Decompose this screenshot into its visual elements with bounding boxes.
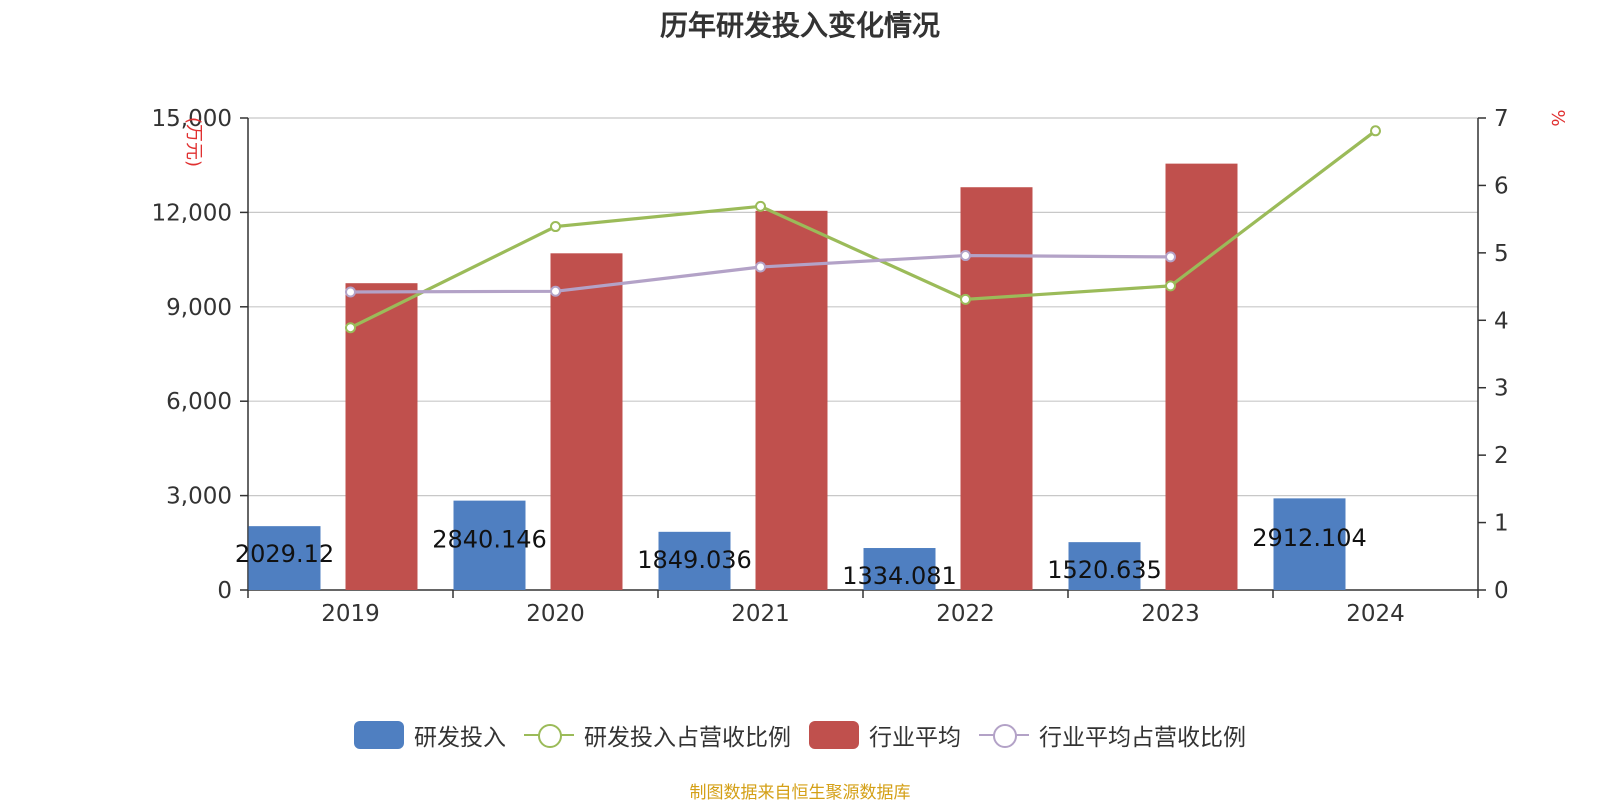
- data-label-rd-investment: 2840.146: [432, 525, 547, 553]
- point-rd-ratio: [1370, 125, 1381, 137]
- point-rd-ratio: [960, 293, 971, 305]
- legend-label-rd-ratio: 研发投入占营收比例: [584, 725, 791, 751]
- y-right-axis-label: %: [1547, 109, 1568, 126]
- y-right-tick-label: 2: [1494, 443, 1509, 469]
- y-left-tick-label: 6,000: [166, 389, 232, 415]
- y-right-tick-label: 3: [1494, 376, 1509, 402]
- bar-rd-investment: [863, 548, 936, 590]
- y-left-tick-label: 15,000: [152, 106, 232, 132]
- bar-industry-average: [345, 283, 418, 590]
- legend-swatch-rd-investment: [354, 721, 404, 749]
- data-label-rd-investment: 1334.081: [842, 562, 957, 590]
- point-industry-ratio: [960, 250, 971, 262]
- y-right-tick-label: 0: [1494, 578, 1509, 604]
- legend-swatch-industry-ratio: [979, 721, 1029, 749]
- x-tick-label: 2024: [1346, 601, 1405, 627]
- legend-swatch-industry-average: [809, 721, 859, 749]
- y-left-tick-label: 3,000: [166, 484, 232, 510]
- point-rd-ratio: [755, 200, 766, 212]
- point-rd-ratio: [550, 221, 561, 233]
- x-tick-label: 2022: [936, 601, 995, 627]
- bar-rd-investment: [248, 526, 321, 590]
- y-left-axis-label: (万元): [183, 117, 204, 167]
- chart-legend: 研发投入 研发投入占营收比例 行业平均 行业平均占营收比例: [0, 718, 1600, 752]
- bar-rd-investment: [658, 531, 731, 590]
- legend-item-rd-investment[interactable]: 研发投入: [354, 718, 506, 752]
- y-right-tick-label: 6: [1494, 173, 1509, 199]
- legend-label-industry-ratio: 行业平均占营收比例: [1039, 725, 1246, 751]
- bar-industry-average: [1165, 163, 1238, 591]
- bar-rd-investment: [453, 500, 526, 590]
- data-label-rd-investment: 1520.635: [1047, 556, 1162, 584]
- legend-item-rd-ratio[interactable]: 研发投入占营收比例: [524, 718, 791, 752]
- y-right-tick-label: 4: [1494, 308, 1509, 334]
- y-right-tick-label: 5: [1494, 241, 1509, 267]
- point-industry-ratio: [345, 286, 356, 298]
- point-rd-ratio: [1165, 280, 1176, 292]
- point-industry-ratio: [1165, 251, 1176, 263]
- bar-industry-average: [550, 253, 623, 590]
- y-left-tick-label: 12,000: [152, 200, 232, 226]
- y-right-tick-label: 1: [1494, 511, 1509, 537]
- legend-label-industry-average: 行业平均: [869, 725, 961, 751]
- point-rd-ratio: [345, 322, 356, 334]
- rd-investment-chart: 0 3,000 6,000 9,000 12,000 15,000 0 1 2 3 4 5 6 7 (万元)…: [152, 106, 1568, 627]
- data-label-rd-investment: 2029.12: [235, 540, 334, 568]
- bar-rd-investment: [1068, 542, 1141, 590]
- point-industry-ratio: [550, 285, 561, 297]
- point-industry-ratio: [755, 261, 766, 273]
- x-tick-label: 2020: [526, 601, 585, 627]
- y-right-tick-label: 7: [1494, 106, 1509, 132]
- legend-swatch-rd-ratio: [524, 721, 574, 749]
- y-left-tick-label: 0: [217, 578, 232, 604]
- y-left-tick-label: 9,000: [166, 295, 232, 321]
- chart-title: 历年研发投入变化情况: [659, 9, 940, 42]
- bar-rd-investment: [1273, 498, 1346, 590]
- x-tick-label: 2023: [1141, 601, 1200, 627]
- line-rd-ratio: [349, 129, 1377, 330]
- data-label-rd-investment: 1849.036: [637, 546, 752, 574]
- legend-item-industry-average[interactable]: 行业平均: [809, 718, 961, 752]
- legend-item-industry-ratio[interactable]: 行业平均占营收比例: [979, 718, 1246, 752]
- x-tick-label: 2021: [731, 601, 790, 627]
- bar-industry-average: [960, 187, 1033, 590]
- data-source-note: 制图数据来自恒生聚源数据库: [689, 783, 911, 803]
- data-label-rd-investment: 2912.104: [1252, 524, 1367, 552]
- x-tick-label: 2019: [321, 601, 380, 627]
- bar-industry-average: [755, 210, 828, 590]
- legend-label-rd-investment: 研发投入: [414, 725, 506, 751]
